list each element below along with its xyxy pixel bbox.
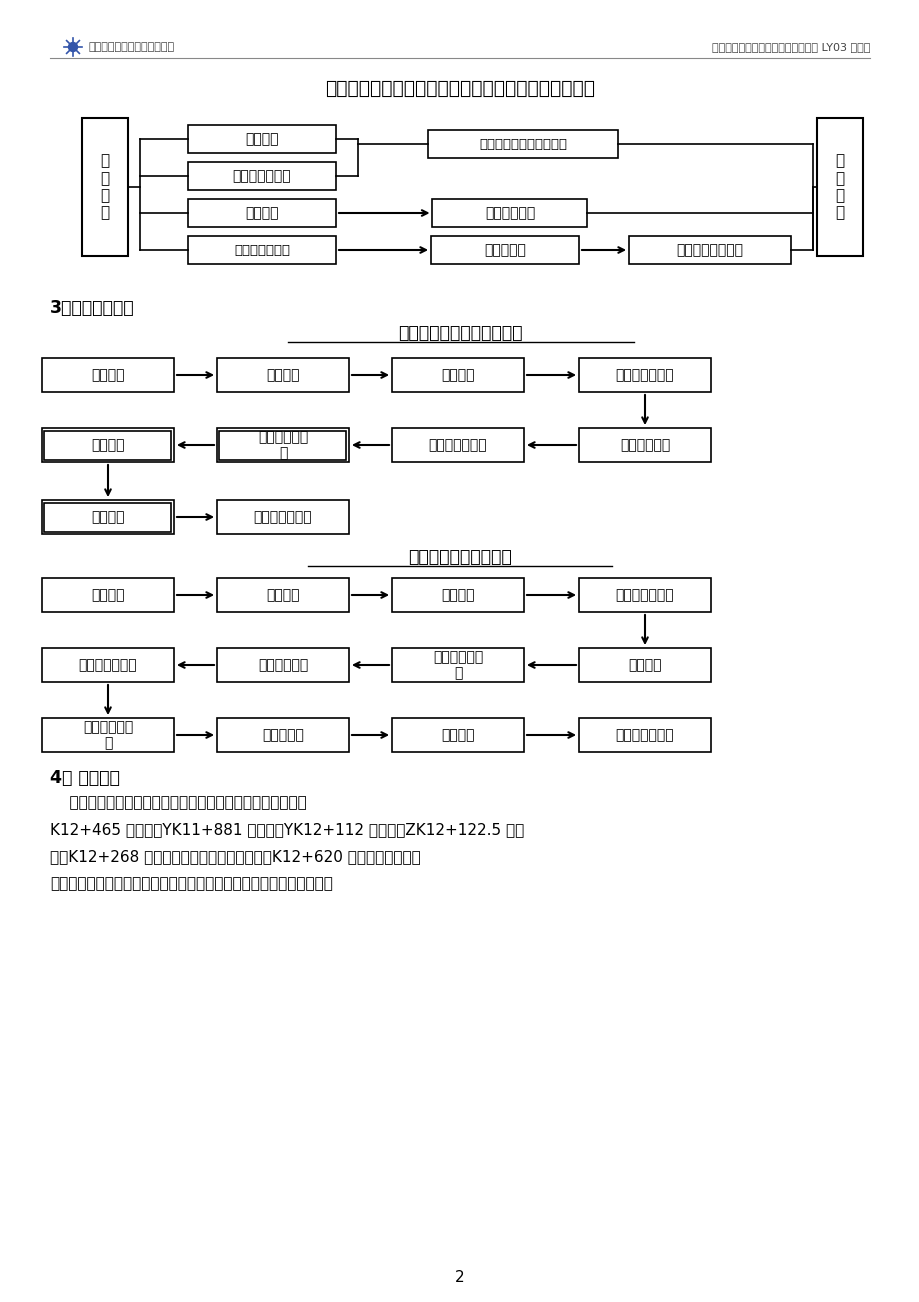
Bar bbox=[427, 130, 618, 158]
Text: 钢波纹管涵洞施工工艺框图: 钢波纹管涵洞施工工艺框图 bbox=[397, 324, 522, 342]
Bar bbox=[391, 648, 524, 682]
Bar bbox=[42, 578, 174, 612]
Text: 测量放样: 测量放样 bbox=[245, 206, 278, 220]
Text: 盖板预制、安
装: 盖板预制、安 装 bbox=[83, 720, 133, 750]
Bar bbox=[578, 717, 710, 753]
Text: 开
工
报
告: 开 工 报 告 bbox=[834, 154, 844, 220]
Bar bbox=[816, 118, 862, 256]
Bar bbox=[217, 428, 348, 462]
Text: 台背回填: 台背回填 bbox=[441, 728, 474, 742]
Text: 原材料试验: 原材料试验 bbox=[483, 243, 526, 256]
Text: 上报试验结果报告: 上报试验结果报告 bbox=[675, 243, 743, 256]
Text: 进出口端墙施工: 进出口端墙施工 bbox=[428, 437, 487, 452]
Bar bbox=[430, 236, 578, 264]
Text: 中交二公局第三工程有限公司: 中交二公局第三工程有限公司 bbox=[89, 42, 175, 52]
Bar bbox=[42, 428, 174, 462]
Text: 初具开工条件时，填写开工报告。技术准备框图如下：: 初具开工条件时，填写开工报告。技术准备框图如下： bbox=[324, 78, 595, 98]
Bar bbox=[187, 199, 335, 227]
Bar bbox=[82, 118, 128, 256]
Text: 基础开挖: 基础开挖 bbox=[441, 368, 474, 381]
Text: 管身拼接、安
装: 管身拼接、安 装 bbox=[257, 430, 308, 460]
Text: 基础垫层填筑: 基础垫层填筑 bbox=[619, 437, 669, 452]
Text: 2: 2 bbox=[455, 1271, 464, 1285]
Bar bbox=[187, 125, 335, 154]
Bar bbox=[187, 161, 335, 190]
Text: 测量放样: 测量放样 bbox=[266, 368, 300, 381]
Bar bbox=[187, 236, 335, 264]
Bar bbox=[391, 358, 524, 392]
Text: 中心试验室准备: 中心试验室准备 bbox=[233, 243, 289, 256]
Text: 涵背回填: 涵背回填 bbox=[91, 437, 125, 452]
Text: 地基承载力检测: 地基承载力检测 bbox=[615, 589, 674, 602]
Text: 准备工作: 准备工作 bbox=[91, 368, 125, 381]
Text: K12+465 圆管涵；YK11+881 圆管涵；YK12+112 圆管涵；ZK12+122.5 圆管: K12+465 圆管涵；YK11+881 圆管涵；YK12+112 圆管涵；ZK… bbox=[50, 823, 524, 837]
Circle shape bbox=[68, 43, 77, 52]
Bar bbox=[578, 358, 710, 392]
Text: 钢筋制作、安
装: 钢筋制作、安 装 bbox=[433, 650, 482, 680]
Bar bbox=[42, 648, 174, 682]
Text: 图纸会审: 图纸会审 bbox=[245, 132, 278, 146]
Bar bbox=[44, 431, 171, 460]
Text: 技
术
准
备: 技 术 准 备 bbox=[100, 154, 109, 220]
Text: 测量放样: 测量放样 bbox=[266, 589, 300, 602]
Text: 处理，其他七道涵洞基底均为砂砾换填软基处理，施工时按软基处理需: 处理，其他七道涵洞基底均为砂砾换填软基处理，施工时按软基处理需 bbox=[50, 876, 333, 892]
Bar bbox=[578, 428, 710, 462]
Text: 4、 施工方法: 4、 施工方法 bbox=[50, 769, 119, 786]
Text: 本段落涵洞施工分为：钢波纹管涵洞与盖板涵洞施工。其中: 本段落涵洞施工分为：钢波纹管涵洞与盖板涵洞施工。其中 bbox=[50, 796, 306, 811]
Bar bbox=[217, 358, 348, 392]
Text: 3、涵洞施工工艺: 3、涵洞施工工艺 bbox=[50, 299, 134, 316]
Bar bbox=[217, 500, 348, 534]
Bar bbox=[629, 236, 790, 264]
Bar bbox=[220, 431, 346, 460]
Bar bbox=[391, 578, 524, 612]
Text: 编写实施性施工组织设计: 编写实施性施工组织设计 bbox=[479, 138, 566, 151]
Text: 洞口铺砌: 洞口铺砌 bbox=[91, 510, 125, 523]
Bar bbox=[578, 648, 710, 682]
Bar bbox=[578, 578, 710, 612]
Text: 涵；K12+268 圆管涵基底均设有水泥搅拌桩，K12+620 盖板涵基底无软基: 涵；K12+268 圆管涵基底均设有水泥搅拌桩，K12+620 盖板涵基底无软基 bbox=[50, 849, 420, 865]
Bar bbox=[391, 717, 524, 753]
Bar bbox=[217, 648, 348, 682]
Bar bbox=[44, 503, 171, 531]
Text: 准备工作: 准备工作 bbox=[91, 589, 125, 602]
Bar bbox=[217, 578, 348, 612]
Text: 基底处理: 基底处理 bbox=[628, 658, 661, 672]
Text: 八字墙施工: 八字墙施工 bbox=[262, 728, 303, 742]
Text: 成品检测、验收: 成品检测、验收 bbox=[254, 510, 312, 523]
Text: 地基承载力检测: 地基承载力检测 bbox=[615, 368, 674, 381]
Bar bbox=[217, 717, 348, 753]
Bar bbox=[432, 199, 587, 227]
Text: 台身基础施工: 台身基础施工 bbox=[257, 658, 308, 672]
Text: 成品检测、验收: 成品检测、验收 bbox=[615, 728, 674, 742]
Bar bbox=[42, 717, 174, 753]
Text: 台身及台帽施工: 台身及台帽施工 bbox=[79, 658, 137, 672]
Text: 上报测量结果: 上报测量结果 bbox=[484, 206, 535, 220]
Text: 兰州至永靖沿黄河快速通道一级公路 LY03 合同段: 兰州至永靖沿黄河快速通道一级公路 LY03 合同段 bbox=[711, 42, 869, 52]
Bar bbox=[42, 358, 174, 392]
Bar bbox=[391, 428, 524, 462]
Text: 设计、技术交底: 设计、技术交底 bbox=[233, 169, 291, 184]
Bar bbox=[42, 500, 174, 534]
Text: 基坑开挖: 基坑开挖 bbox=[441, 589, 474, 602]
Text: 盖板涵洞施工工艺框图: 盖板涵洞施工工艺框图 bbox=[408, 548, 511, 566]
